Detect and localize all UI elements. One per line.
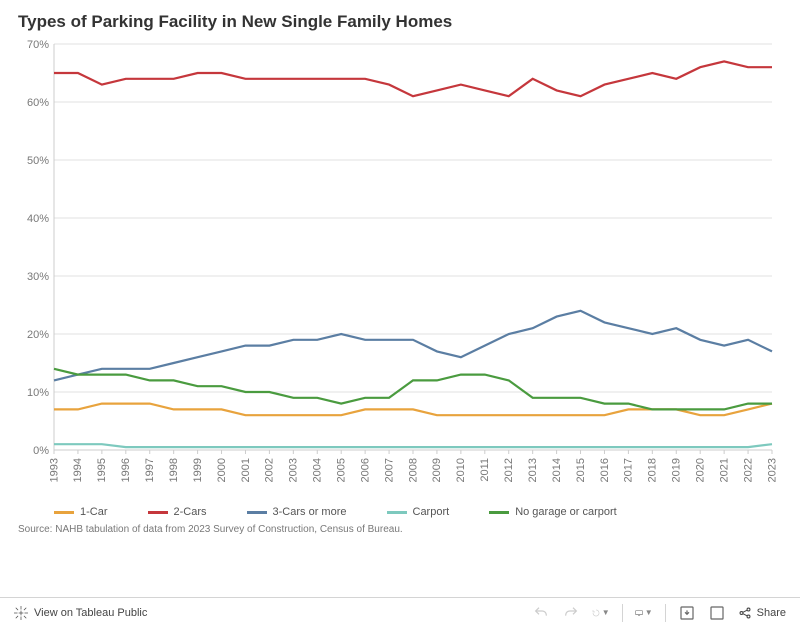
- legend: 1-Car 2-Cars 3-Cars or more Carport No garag…: [18, 498, 782, 522]
- series-3-Cars or more: [54, 311, 772, 381]
- fullscreen-button[interactable]: [708, 604, 726, 622]
- line-chart-svg: 0% 10% 20% 30% 40% 50% 60% 70% 1993 1994 1995 1996 1…: [18, 40, 782, 498]
- legend-label: 2-Cars: [174, 506, 207, 518]
- chart-title: Types of Parking Facility in New Single …: [18, 12, 782, 32]
- replay-icon: [592, 605, 600, 621]
- legend-item[interactable]: 1-Car: [54, 506, 108, 518]
- undo-icon: [533, 605, 549, 621]
- legend-label: Carport: [413, 506, 450, 518]
- legend-item[interactable]: 3-Cars or more: [247, 506, 347, 518]
- svg-text:1998: 1998: [168, 458, 180, 482]
- svg-text:2012: 2012: [503, 458, 515, 482]
- svg-text:2000: 2000: [216, 458, 228, 482]
- share-icon: [738, 606, 752, 620]
- svg-text:2002: 2002: [264, 458, 276, 482]
- legend-item[interactable]: 2-Cars: [148, 506, 207, 518]
- svg-text:1993: 1993: [48, 458, 60, 482]
- svg-text:2004: 2004: [312, 458, 324, 482]
- legend-label: No garage or carport: [515, 506, 617, 518]
- source-note: Source: NAHB tabulation of data from 202…: [18, 522, 782, 535]
- svg-text:2023: 2023: [766, 458, 778, 482]
- svg-text:2021: 2021: [718, 458, 730, 482]
- svg-text:1995: 1995: [96, 458, 108, 482]
- svg-text:40%: 40%: [27, 213, 49, 225]
- svg-text:2003: 2003: [288, 458, 300, 482]
- device-icon: [635, 606, 643, 620]
- download-button[interactable]: [678, 604, 696, 622]
- device-preview-button[interactable]: ▼: [635, 604, 653, 622]
- svg-text:2020: 2020: [695, 458, 707, 482]
- legend-swatch: [148, 511, 168, 514]
- svg-text:2007: 2007: [383, 458, 395, 482]
- svg-text:2008: 2008: [407, 458, 419, 482]
- redo-button[interactable]: [562, 604, 580, 622]
- svg-text:2011: 2011: [479, 458, 491, 482]
- svg-text:2015: 2015: [575, 458, 587, 482]
- legend-swatch: [387, 511, 407, 514]
- legend-swatch: [247, 511, 267, 514]
- svg-text:1994: 1994: [72, 458, 84, 482]
- tableau-icon: [14, 606, 28, 620]
- svg-text:2014: 2014: [551, 458, 563, 482]
- svg-text:2013: 2013: [527, 458, 539, 482]
- series-Carport: [54, 444, 772, 447]
- chart-plot-area: 0% 10% 20% 30% 40% 50% 60% 70% 1993 1994 1995 1996 1…: [18, 40, 782, 498]
- svg-text:0%: 0%: [33, 445, 49, 457]
- view-on-tableau-link[interactable]: View on Tableau Public: [14, 606, 147, 620]
- svg-text:10%: 10%: [27, 387, 49, 399]
- download-icon: [679, 605, 695, 621]
- view-on-tableau-label: View on Tableau Public: [34, 607, 147, 619]
- svg-text:2017: 2017: [623, 458, 635, 482]
- legend-swatch: [54, 511, 74, 514]
- svg-text:50%: 50%: [27, 155, 49, 167]
- share-button[interactable]: Share: [738, 606, 786, 620]
- chevron-down-icon: ▼: [645, 608, 653, 617]
- separator: [665, 604, 666, 622]
- svg-text:2006: 2006: [359, 458, 371, 482]
- svg-text:1997: 1997: [144, 458, 156, 482]
- fullscreen-icon: [709, 605, 725, 621]
- svg-text:20%: 20%: [27, 329, 49, 341]
- svg-text:1999: 1999: [192, 458, 204, 482]
- undo-button[interactable]: [532, 604, 550, 622]
- legend-label: 3-Cars or more: [273, 506, 347, 518]
- svg-text:2005: 2005: [336, 458, 348, 482]
- legend-swatch: [489, 511, 509, 514]
- legend-label: 1-Car: [80, 506, 108, 518]
- share-label: Share: [757, 607, 786, 619]
- svg-text:70%: 70%: [27, 40, 49, 51]
- svg-text:60%: 60%: [27, 97, 49, 109]
- svg-text:2009: 2009: [431, 458, 443, 482]
- series-No garage or carport: [54, 369, 772, 410]
- svg-text:2016: 2016: [599, 458, 611, 482]
- series-2-Cars: [54, 61, 772, 96]
- redo-icon: [563, 605, 579, 621]
- svg-text:2018: 2018: [647, 458, 659, 482]
- svg-text:2001: 2001: [240, 458, 252, 482]
- svg-text:2010: 2010: [455, 458, 467, 482]
- replay-button[interactable]: ▼: [592, 604, 610, 622]
- chevron-down-icon: ▼: [602, 608, 610, 617]
- svg-text:2019: 2019: [671, 458, 683, 482]
- svg-text:2022: 2022: [742, 458, 754, 482]
- svg-text:30%: 30%: [27, 271, 49, 283]
- tableau-footer: View on Tableau Public ▼ ▼ Share: [0, 597, 800, 627]
- legend-item[interactable]: Carport: [387, 506, 450, 518]
- svg-text:1996: 1996: [120, 458, 132, 482]
- legend-item[interactable]: No garage or carport: [489, 506, 617, 518]
- separator: [622, 604, 623, 622]
